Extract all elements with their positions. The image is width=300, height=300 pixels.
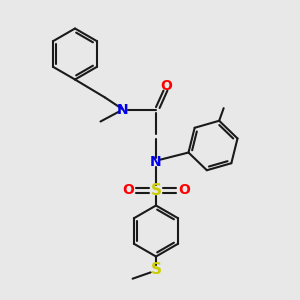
Text: N: N (150, 155, 162, 169)
Text: S: S (151, 262, 161, 278)
Text: N: N (117, 103, 129, 116)
Text: O: O (122, 184, 134, 197)
Text: O: O (178, 184, 190, 197)
Text: S: S (151, 183, 161, 198)
Text: O: O (160, 79, 172, 92)
